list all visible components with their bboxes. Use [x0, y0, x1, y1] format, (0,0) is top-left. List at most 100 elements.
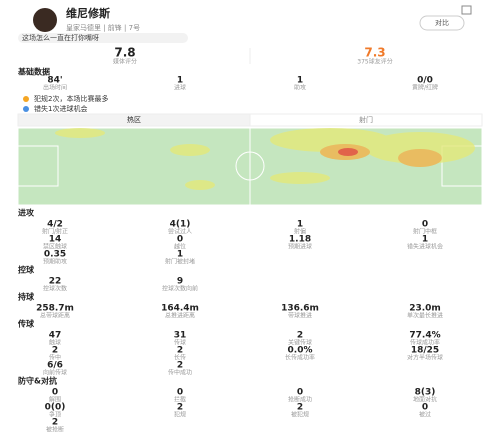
- stat-value: 22: [49, 277, 62, 287]
- stat-label: 被犯规: [291, 411, 309, 419]
- stat-label: 向前传球: [43, 369, 67, 377]
- stat-value: 2: [177, 346, 183, 356]
- stat-value: 0: [177, 388, 183, 398]
- rating-label: 375球友评分: [357, 58, 392, 66]
- stat-label: 尝试过人: [168, 228, 192, 236]
- stat-label: 出场时间: [43, 84, 67, 92]
- stat-value: 164.4m: [161, 304, 199, 314]
- comment: 这场怎么一直在打你嘴呀: [22, 33, 99, 42]
- stat-label: 禁区触球: [43, 243, 67, 251]
- stat-value: 0: [297, 388, 303, 398]
- stat-label: 带球推进: [288, 312, 312, 320]
- rating-value: 7.3: [364, 46, 385, 60]
- tab-label: 热区: [127, 115, 141, 124]
- stat-label: 被抢断: [46, 426, 64, 434]
- tab-label: 射门: [359, 115, 373, 124]
- stat-value: 136.6m: [281, 304, 319, 314]
- stat-label: 被过: [419, 411, 431, 419]
- compare-button[interactable]: [419, 15, 465, 31]
- stat-value: 258.7m: [36, 304, 74, 314]
- stat-value: 18/25: [411, 346, 439, 356]
- stat-label: 拦截: [174, 396, 186, 404]
- stat-value: 2: [52, 418, 58, 428]
- stat-label: 助攻: [294, 84, 306, 92]
- compare-label: 对比: [435, 18, 449, 27]
- stat-value: 0.35: [44, 250, 66, 260]
- stat-label: 触球: [49, 339, 61, 347]
- team-info: 皇家马德里 | 前锋 | 7号: [66, 23, 140, 32]
- stat-label: 关键传球: [288, 339, 312, 347]
- stat-label: 传球成功率: [410, 339, 440, 347]
- stat-value: 0: [422, 403, 428, 413]
- stat-value: 1: [297, 76, 303, 86]
- stat-label: 长传成功率: [285, 354, 315, 362]
- stat-value: 14: [49, 235, 62, 245]
- stat-label: 射门被封堵: [165, 258, 195, 266]
- stat-label: 传中成功: [168, 369, 192, 377]
- section-title: 持球: [18, 292, 35, 302]
- rating-value: 7.8: [114, 46, 135, 60]
- stat-value: 4(1): [170, 220, 191, 230]
- stat-label: 黄牌/红牌: [412, 84, 438, 92]
- stat-label: 传中: [49, 354, 61, 362]
- stat-value: 2: [297, 331, 303, 341]
- share-icon[interactable]: [461, 5, 472, 15]
- stat-label: 错失进球机会: [407, 243, 443, 251]
- stat-value: 0.0%: [288, 346, 313, 356]
- stat-label: 预期进球: [288, 243, 312, 251]
- stat-label: 犯规: [174, 411, 186, 419]
- stat-label: 总推进距离: [165, 312, 195, 320]
- avatar: [33, 8, 57, 32]
- note: 错失1次进球机会: [34, 104, 87, 113]
- stat-label: 传球: [174, 339, 186, 347]
- stat-value: 4/2: [47, 220, 63, 230]
- stat-value: 1: [422, 235, 428, 245]
- section-title: 传球: [17, 319, 35, 329]
- stat-value: 9: [177, 277, 183, 287]
- stat-label: 射门/射正: [42, 228, 68, 236]
- stat-label: 长传: [174, 354, 186, 362]
- stat-label: 总带球距离: [40, 312, 70, 320]
- stat-value: 47: [49, 331, 62, 341]
- stat-value: 0: [52, 388, 58, 398]
- stat-value: 1: [177, 250, 183, 260]
- stat-label: 单次最长推进: [407, 312, 443, 320]
- stat-value: 1: [177, 76, 183, 86]
- stat-label: 争顶: [49, 411, 61, 419]
- stat-label: 射偏: [294, 228, 306, 236]
- stat-value: 2: [177, 403, 183, 413]
- stat-label: 抢断成功: [288, 396, 312, 404]
- stat-label: 对方半场传球: [407, 354, 443, 362]
- stat-value: 2: [177, 361, 183, 371]
- stat-label: 地面对抗: [413, 396, 437, 404]
- heatmap: [17, 127, 483, 206]
- section-title: 防守&对抗: [18, 376, 57, 386]
- section-title: 进攻: [18, 208, 35, 218]
- stat-label: 越位: [174, 243, 186, 251]
- section-title: 控球: [18, 265, 35, 275]
- stat-label: 控球次数向前: [162, 285, 198, 293]
- stat-value: 77.4%: [409, 331, 440, 341]
- stat-value: 31: [174, 331, 187, 341]
- note: 犯规2次，本场比赛最多: [34, 94, 108, 103]
- stat-value: 6/6: [47, 361, 63, 371]
- stat-value: 0(0): [45, 403, 66, 413]
- note-icon: [23, 106, 29, 112]
- player-name: 维尼修斯: [66, 6, 110, 20]
- stat-value: 2: [52, 346, 58, 356]
- stat-label: 预期助攻: [43, 258, 67, 266]
- stat-value: 0: [177, 235, 183, 245]
- stat-value: 1: [297, 220, 303, 230]
- stat-value: 8(3): [415, 388, 436, 398]
- stat-label: 控球次数: [43, 285, 67, 293]
- rating-label: 媒体评分: [113, 58, 137, 66]
- comment-bubble: [18, 33, 188, 43]
- stat-label: 解围: [49, 396, 61, 404]
- stat-value: 0/0: [417, 76, 433, 86]
- stat-label: 射门中框: [413, 228, 437, 236]
- tab[interactable]: [249, 113, 483, 127]
- stat-value: 1.18: [289, 235, 311, 245]
- stat-value: 2: [297, 403, 303, 413]
